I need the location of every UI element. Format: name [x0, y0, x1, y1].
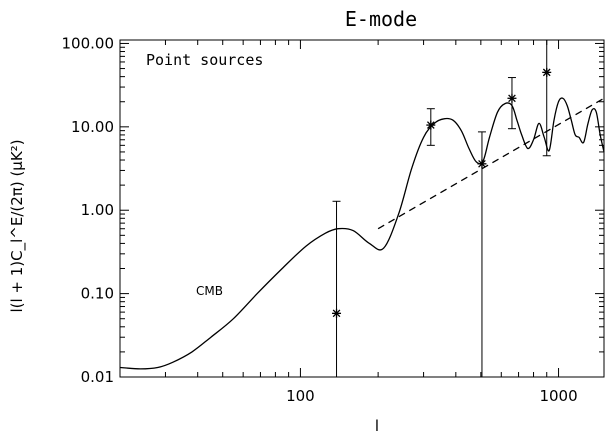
y-axis-label: l(l + 1)C_l^E/(2π) (μK²): [8, 139, 27, 312]
data-point-marker: [542, 67, 552, 77]
data-point-marker: [477, 159, 487, 169]
legend-text-point-sources: Point sources: [146, 51, 263, 69]
plot-area-frame: [119, 39, 605, 378]
series-line-cmb: [119, 97, 605, 370]
data-point-marker: [332, 308, 342, 318]
x-tick-label: 1000: [539, 387, 577, 405]
y-tick-label: 100.00: [62, 34, 115, 52]
y-tick-label: 10.00: [71, 118, 114, 136]
error-bars: [332, 39, 552, 377]
data-point-marker: [426, 120, 436, 130]
data-point-marker: [507, 93, 517, 103]
x-axis-label: l: [375, 417, 379, 434]
series-layer: [119, 97, 605, 370]
cmb-curve-label: CMB: [196, 284, 223, 298]
y-tick-label: 0.01: [81, 368, 114, 386]
x-tick-label: 100: [286, 387, 315, 405]
series-line-point-sources: [377, 97, 605, 230]
y-tick-label: 0.10: [81, 285, 114, 303]
y-tick-label: 1.00: [81, 201, 114, 219]
axis-ticks: 100 1000 0.01 0.10 1.00 10.00 100.00: [62, 34, 604, 405]
chart-title: E-mode: [345, 7, 417, 31]
